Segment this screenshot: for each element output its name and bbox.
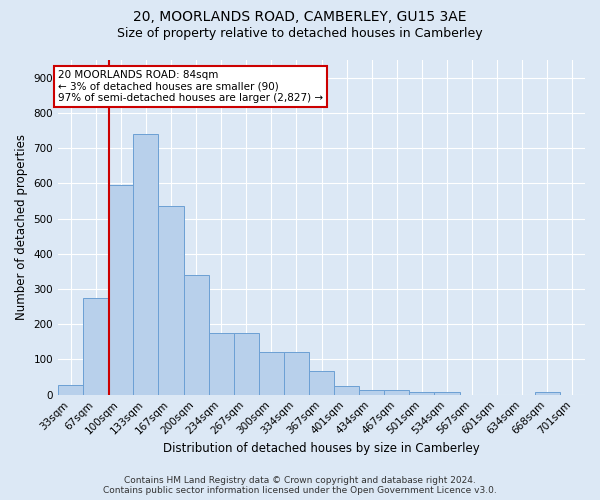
Bar	[309, 371, 334, 394]
Bar	[409, 392, 434, 394]
Bar	[133, 134, 158, 394]
Bar	[434, 392, 460, 394]
Bar	[184, 275, 209, 394]
Bar	[384, 390, 409, 394]
Text: 20 MOORLANDS ROAD: 84sqm
← 3% of detached houses are smaller (90)
97% of semi-de: 20 MOORLANDS ROAD: 84sqm ← 3% of detache…	[58, 70, 323, 103]
Bar	[158, 206, 184, 394]
Bar	[259, 352, 284, 395]
Bar	[535, 392, 560, 394]
Bar	[58, 385, 83, 394]
Bar	[233, 333, 259, 394]
Bar	[83, 298, 108, 394]
Bar	[334, 386, 359, 394]
Bar	[284, 352, 309, 395]
Bar	[359, 390, 384, 394]
Text: 20, MOORLANDS ROAD, CAMBERLEY, GU15 3AE: 20, MOORLANDS ROAD, CAMBERLEY, GU15 3AE	[133, 10, 467, 24]
Bar	[108, 185, 133, 394]
Text: Size of property relative to detached houses in Camberley: Size of property relative to detached ho…	[117, 28, 483, 40]
Text: Contains HM Land Registry data © Crown copyright and database right 2024.
Contai: Contains HM Land Registry data © Crown c…	[103, 476, 497, 495]
Bar	[209, 333, 233, 394]
X-axis label: Distribution of detached houses by size in Camberley: Distribution of detached houses by size …	[163, 442, 480, 455]
Y-axis label: Number of detached properties: Number of detached properties	[15, 134, 28, 320]
